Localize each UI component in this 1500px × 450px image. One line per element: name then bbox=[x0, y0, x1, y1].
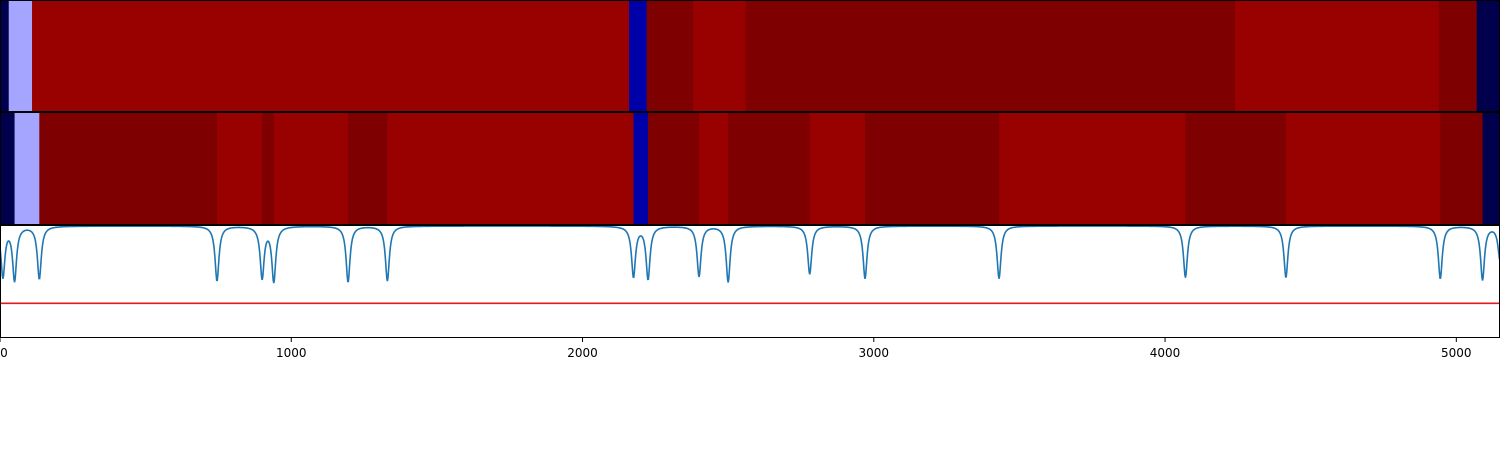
line-plot bbox=[0, 225, 1500, 305]
heatmap-2-segment-7 bbox=[387, 113, 635, 225]
x-tick-label-5: 5000 bbox=[1441, 346, 1472, 360]
x-tick-label-2: 2000 bbox=[567, 346, 598, 360]
x-tick-label-4: 4000 bbox=[1150, 346, 1181, 360]
heatmap-track-1 bbox=[0, 0, 1500, 112]
heatmap-2-segment-1 bbox=[14, 113, 40, 225]
heatmap-2-segment-5 bbox=[273, 113, 349, 225]
signal-series-line bbox=[0, 225, 1500, 284]
heatmap-track-2 bbox=[0, 113, 1500, 225]
heatmap-2-segment-15 bbox=[1185, 113, 1287, 225]
heatmap-1-segment-6 bbox=[745, 0, 1236, 112]
heatmap-2-segment-0 bbox=[0, 113, 16, 225]
heatmap-2-segment-16 bbox=[1285, 113, 1441, 225]
x-tick-label-0: 0 bbox=[0, 346, 8, 360]
heatmap-2-segment-8 bbox=[633, 113, 649, 225]
heatmap-1-segment-1 bbox=[8, 0, 33, 112]
heatmap-1-segment-8 bbox=[1438, 0, 1478, 112]
heatmap-2-segment-2 bbox=[39, 113, 218, 225]
heatmap-1-segment-0 bbox=[0, 0, 10, 112]
x-tick-label-1: 1000 bbox=[276, 346, 307, 360]
heatmap-1-segment-9 bbox=[1476, 0, 1500, 112]
heatmap-2-segment-17 bbox=[1440, 113, 1484, 225]
heatmap-2-segment-10 bbox=[699, 113, 729, 225]
heatmap-2-segment-3 bbox=[216, 113, 263, 225]
x-axis: 0 1000 2000 3000 4000 5000 bbox=[0, 338, 1472, 360]
heatmap-2-segment-11 bbox=[728, 113, 811, 225]
heatmap-2-segment-13 bbox=[865, 113, 1000, 225]
heatmap-2-segment-12 bbox=[809, 113, 866, 225]
heatmap-1-segment-3 bbox=[629, 0, 648, 112]
heatmap-1-segment-7 bbox=[1234, 0, 1440, 112]
line-plot-border bbox=[0, 225, 1500, 338]
heatmap-2-segment-18 bbox=[1482, 113, 1500, 225]
heatmap-2-segment-14 bbox=[999, 113, 1187, 225]
heatmap-1-segment-4 bbox=[646, 0, 694, 112]
heatmap-1-segment-5 bbox=[693, 0, 747, 112]
x-tick-label-3: 3000 bbox=[859, 346, 890, 360]
heatmap-2-segment-9 bbox=[648, 113, 700, 225]
heatmap-2-segment-6 bbox=[348, 113, 388, 225]
heatmap-2-segment-4 bbox=[262, 113, 275, 225]
heatmap-1-segment-2 bbox=[32, 0, 630, 112]
